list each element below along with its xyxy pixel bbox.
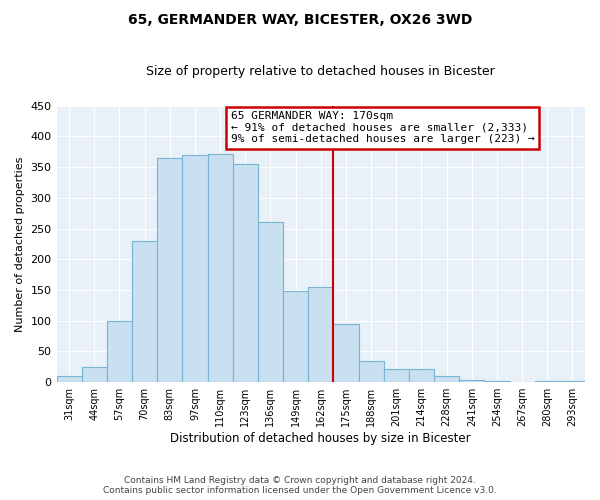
Bar [484, 381, 509, 382]
Bar [334, 324, 359, 382]
Bar [308, 287, 334, 382]
Text: 65, GERMANDER WAY, BICESTER, OX26 3WD: 65, GERMANDER WAY, BICESTER, OX26 3WD [128, 12, 472, 26]
Bar [535, 381, 560, 382]
Title: Size of property relative to detached houses in Bicester: Size of property relative to detached ho… [146, 65, 495, 78]
Bar [359, 360, 383, 382]
Bar [157, 158, 182, 382]
Bar [258, 222, 283, 382]
Y-axis label: Number of detached properties: Number of detached properties [15, 156, 25, 332]
Bar [409, 368, 434, 382]
Bar [182, 154, 208, 382]
Bar [107, 320, 132, 382]
Bar [56, 376, 82, 382]
Bar [233, 164, 258, 382]
Bar [208, 154, 233, 382]
Text: Contains HM Land Registry data © Crown copyright and database right 2024.
Contai: Contains HM Land Registry data © Crown c… [103, 476, 497, 495]
Bar [434, 376, 459, 382]
Bar [82, 367, 107, 382]
Bar [283, 291, 308, 382]
X-axis label: Distribution of detached houses by size in Bicester: Distribution of detached houses by size … [170, 432, 471, 445]
Bar [459, 380, 484, 382]
Bar [560, 381, 585, 382]
Text: 65 GERMANDER WAY: 170sqm
← 91% of detached houses are smaller (2,333)
9% of semi: 65 GERMANDER WAY: 170sqm ← 91% of detach… [231, 111, 535, 144]
Bar [383, 368, 409, 382]
Bar [132, 241, 157, 382]
